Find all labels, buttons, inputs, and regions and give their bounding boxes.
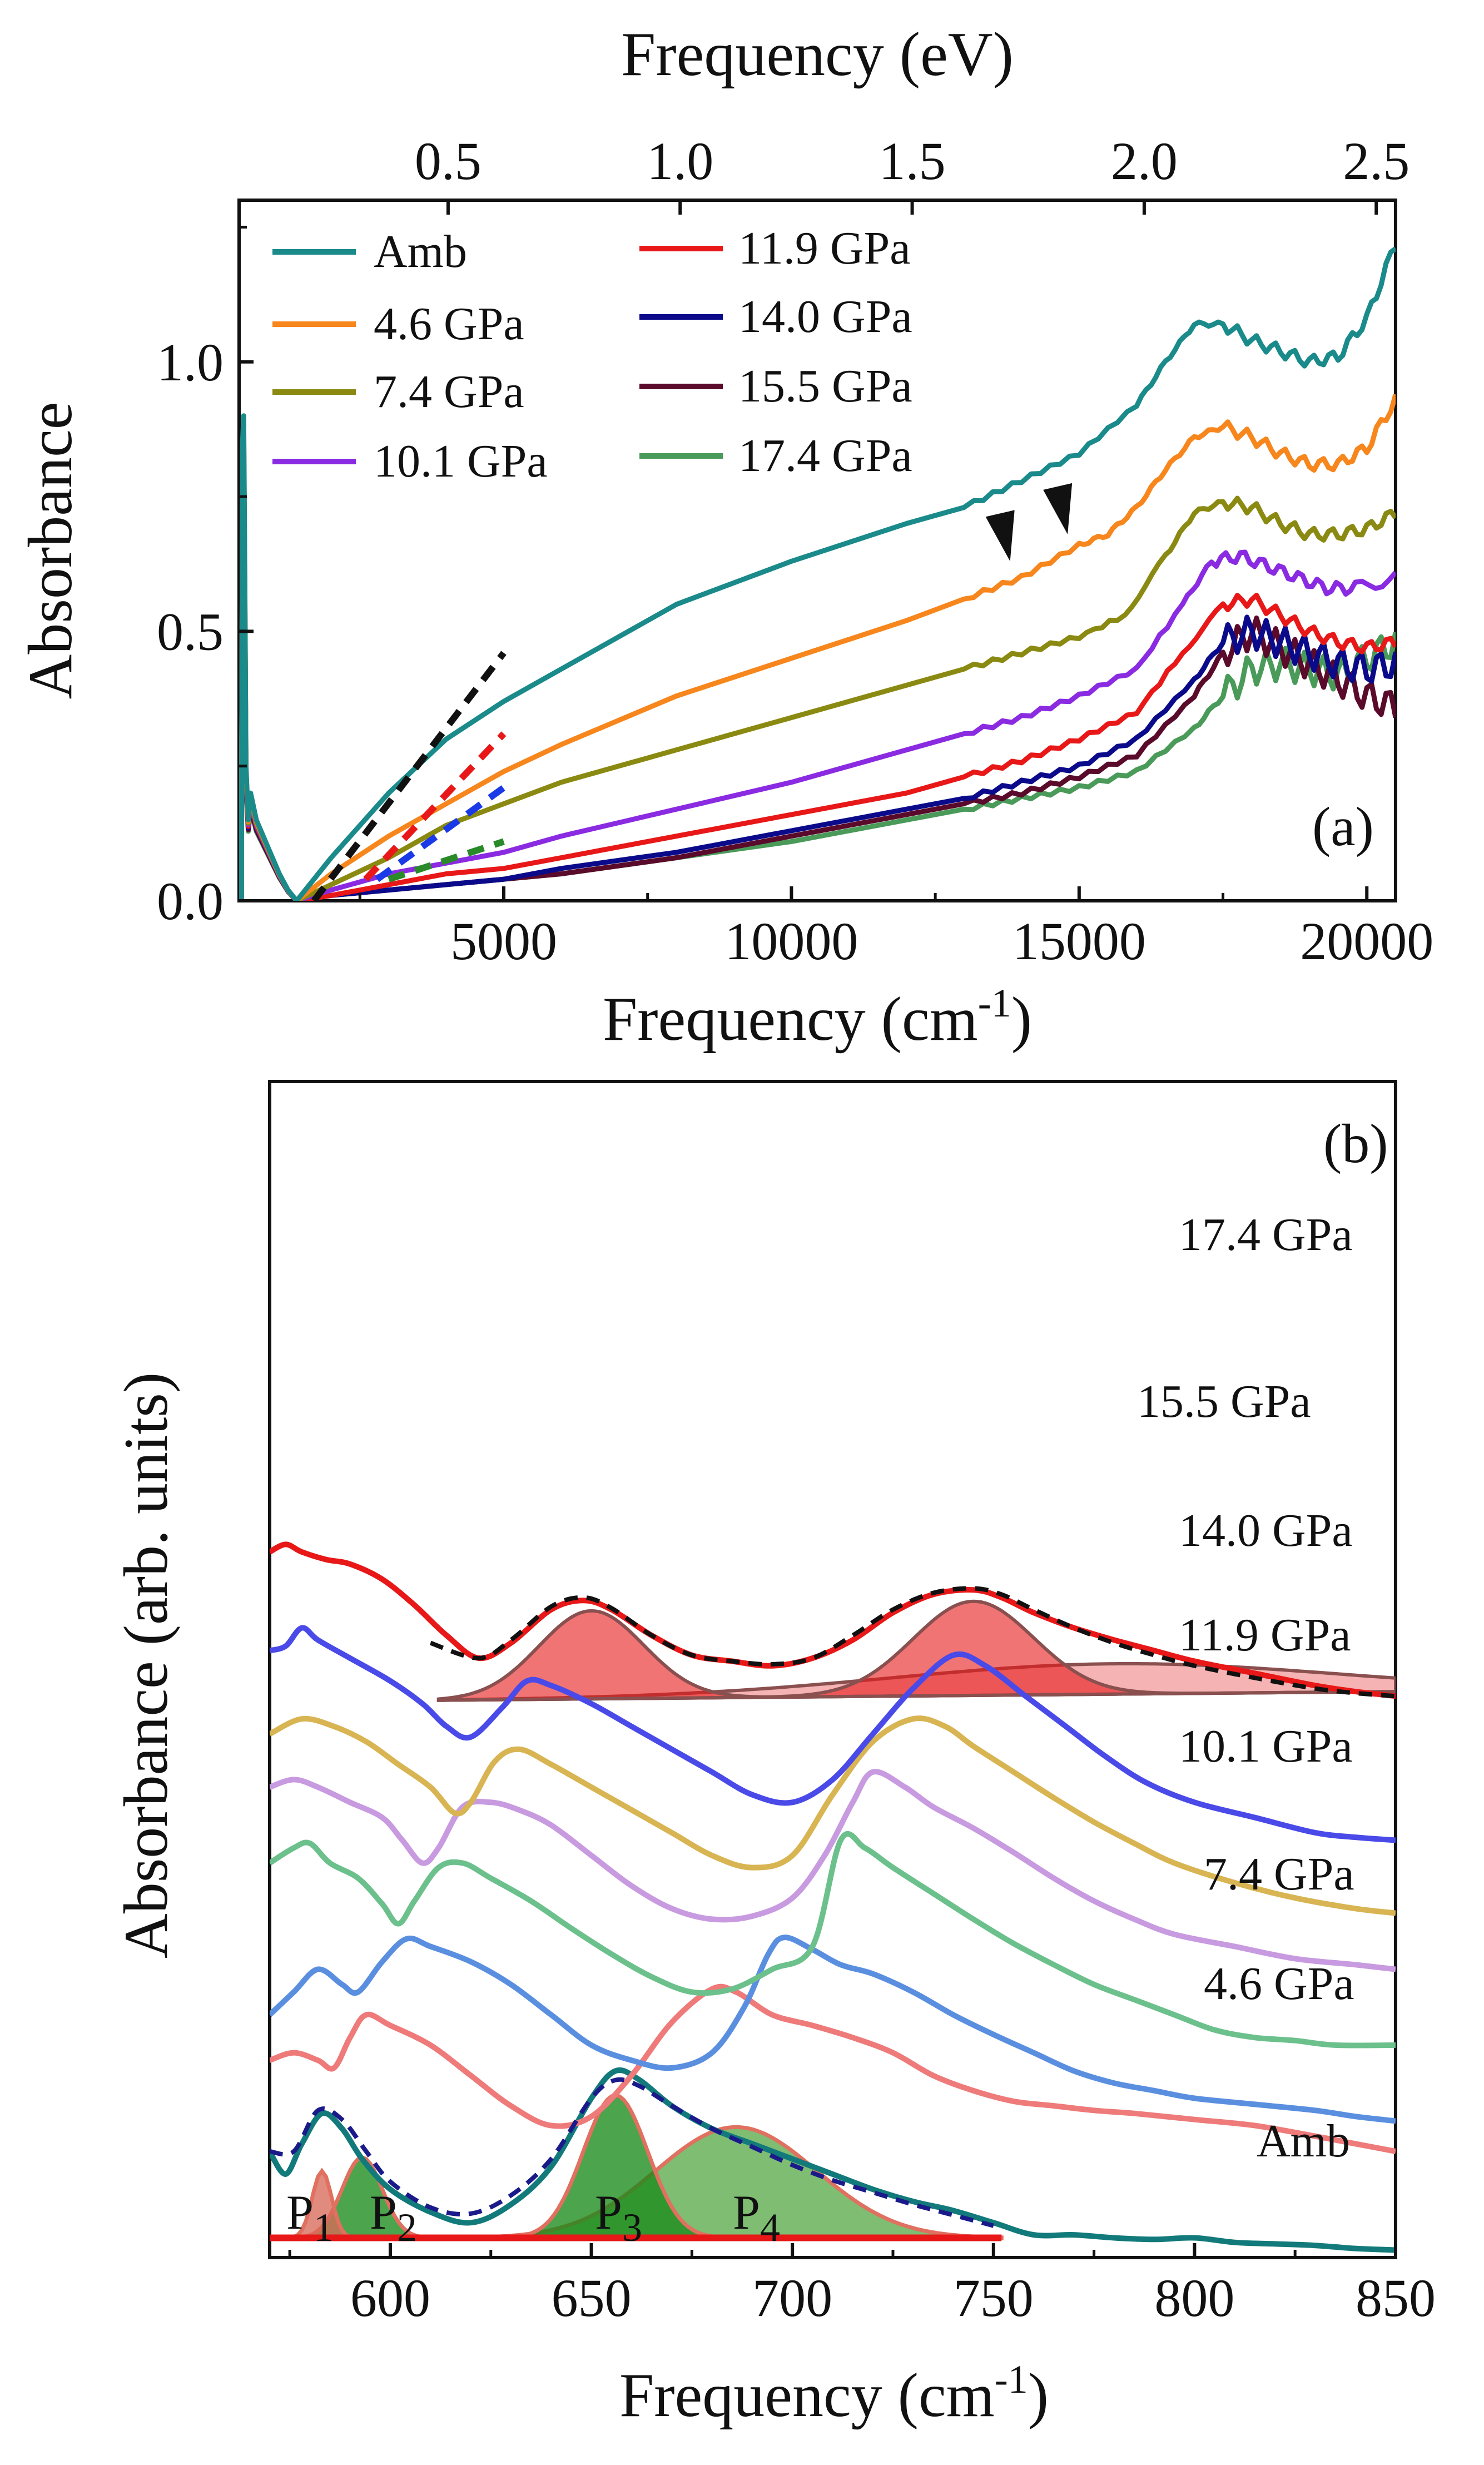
panel-b-fitted-peaks xyxy=(270,1599,1396,2241)
panel-b: 600 650 700 750 800 850 Frequency (cm-1) Abso… xyxy=(112,1080,1436,2430)
y-tick-label-1.0: 1.0 xyxy=(157,333,224,392)
legend: Amb 4.6 GPa 7.4 GPa 10.1 GPa 11.9 GPa 14… xyxy=(272,222,912,487)
peak-labels: P1 P2 P3 P4 xyxy=(286,2186,780,2250)
top-tick-label-0.5: 0.5 xyxy=(415,131,482,191)
series-15-5-gpa xyxy=(270,1625,1396,1843)
series-17-4-gpa xyxy=(239,481,1396,901)
top-tick-label-1.5: 1.5 xyxy=(879,131,946,191)
svg-text:15.5 GPa: 15.5 GPa xyxy=(738,360,912,412)
top-tick-label-2.0: 2.0 xyxy=(1111,131,1178,191)
panel-a-top-xlabel: Frequency (eV) xyxy=(621,20,1014,89)
b-x-tick-label-600: 600 xyxy=(350,2268,430,2328)
svg-text:4.6 GPa: 4.6 GPa xyxy=(374,298,524,350)
panel-a: 5000 10000 15000 20000 0.0 0.5 1.0 0.5 1.0 1.5 2… xyxy=(16,20,1433,1054)
curve-labels: 17.4 GPa 15.5 GPa 14.0 GPa 11.9 GPa 10.1… xyxy=(1137,1209,1354,2167)
panel-b-ylabel: Absorbance (arb. units) xyxy=(112,1372,181,1958)
curve-label-15-5: 15.5 GPa xyxy=(1137,1376,1311,1427)
b-x-tick-label-700: 700 xyxy=(752,2268,832,2328)
series-14-0-gpa xyxy=(239,462,1396,901)
panel-a-y-ticks: 0.0 0.5 1.0 xyxy=(157,225,254,931)
svg-text:7.4 GPa: 7.4 GPa xyxy=(374,366,524,418)
curve-label-10-1: 10.1 GPa xyxy=(1179,1720,1353,1772)
legend-item-4-6: 4.6 GPa xyxy=(272,298,524,350)
legend-item-7-4: 7.4 GPa xyxy=(272,366,524,418)
panel-a-series xyxy=(239,246,1396,901)
peak-label-p3: P3 xyxy=(595,2186,642,2250)
legend-item-15-5: 15.5 GPa xyxy=(639,360,912,412)
legend-item-14-0: 14.0 GPa xyxy=(639,291,912,343)
svg-text:Amb: Amb xyxy=(374,226,467,277)
panel-a-arrows xyxy=(985,483,1073,562)
panel-b-label: (b) xyxy=(1323,1113,1388,1174)
series-4-6-gpa xyxy=(239,394,1396,901)
top-tick-label-2.5: 2.5 xyxy=(1343,131,1409,191)
legend-item-10-1: 10.1 GPa xyxy=(272,435,548,487)
legend-item-11-9: 11.9 GPa xyxy=(639,222,911,274)
legend-item-17-4: 17.4 GPa xyxy=(639,430,912,482)
b-x-tick-label-850: 850 xyxy=(1356,2268,1436,2328)
panel-a-xlabel: Frequency (cm-1) xyxy=(603,981,1032,1054)
peak-label-p1: P1 xyxy=(286,2186,334,2250)
series-14-0-gpa xyxy=(270,1715,1396,1916)
panel-b-series xyxy=(270,1541,1396,2253)
curve-label-17-4: 17.4 GPa xyxy=(1179,1209,1353,1261)
peak-label-p4: P4 xyxy=(733,2186,780,2250)
panel-b-x-ticks: 600 650 700 750 800 850 xyxy=(288,2243,1436,2328)
arrow-marker-1 xyxy=(985,510,1015,562)
series-amb xyxy=(239,246,1396,901)
x-tick-label-15000: 15000 xyxy=(1013,911,1146,971)
legend-item-amb: Amb xyxy=(272,226,467,277)
series-amb xyxy=(270,2067,1396,2253)
panel-a-label: (a) xyxy=(1312,796,1374,857)
panel-a-dashed-fits xyxy=(311,651,507,901)
svg-text:10.1 GPa: 10.1 GPa xyxy=(374,435,548,487)
b-x-tick-label-750: 750 xyxy=(954,2268,1034,2328)
curve-label-4-6: 4.6 GPa xyxy=(1204,1958,1354,2010)
series-7-4-gpa xyxy=(239,433,1396,901)
series-7-4-gpa xyxy=(270,1935,1396,2124)
panel-b-xlabel: Frequency (cm-1) xyxy=(619,2357,1049,2430)
y-tick-label-0.5: 0.5 xyxy=(157,602,224,661)
y-tick-label-0.0: 0.0 xyxy=(157,871,224,931)
svg-text:14.0 GPa: 14.0 GPa xyxy=(738,291,912,343)
dashed-fit-4 xyxy=(388,838,505,882)
panel-a-x-ticks: 5000 10000 15000 20000 xyxy=(358,886,1433,971)
b-x-tick-label-650: 650 xyxy=(552,2268,632,2328)
series-4-6-gpa xyxy=(270,1983,1396,2154)
series-11-9-gpa xyxy=(239,452,1396,901)
x-tick-label-5000: 5000 xyxy=(450,911,557,971)
series-11-9-gpa xyxy=(270,1769,1396,1972)
panel-a-top-ticks: 0.5 1.0 1.5 2.0 2.5 xyxy=(415,131,1409,215)
fit-curve-2 xyxy=(429,1586,1396,1699)
panel-a-ylabel: Absorbance xyxy=(16,402,85,700)
curve-label-14-0: 14.0 GPa xyxy=(1179,1505,1353,1556)
dashed-fit-1 xyxy=(311,651,507,901)
curve-label-7-4: 7.4 GPa xyxy=(1204,1848,1354,1900)
x-tick-label-20000: 20000 xyxy=(1300,911,1433,971)
panel-b-frame xyxy=(268,1080,1397,2259)
curve-label-amb: Amb xyxy=(1257,2115,1350,2167)
b-x-tick-label-800: 800 xyxy=(1154,2268,1234,2328)
series-17-4-gpa xyxy=(270,1541,1396,1699)
peak-17-4-gpa-2 xyxy=(438,1599,1396,1702)
top-tick-label-1.0: 1.0 xyxy=(647,131,713,191)
arrow-marker-2 xyxy=(1043,483,1073,534)
peak-label-p2: P2 xyxy=(370,2186,417,2250)
svg-text:17.4 GPa: 17.4 GPa xyxy=(738,430,912,482)
dashed-fit-2 xyxy=(363,731,507,882)
panel-a-frame xyxy=(237,199,1397,902)
fit-curve-1 xyxy=(270,2077,994,2228)
series-10-1-gpa xyxy=(270,1831,1396,2049)
curve-label-11-9: 11.9 GPa xyxy=(1179,1609,1351,1661)
svg-text:11.9 GPa: 11.9 GPa xyxy=(738,222,911,274)
x-tick-label-10000: 10000 xyxy=(724,911,858,971)
panel-b-fit-curves xyxy=(270,1586,1396,2228)
series-10-1-gpa xyxy=(239,442,1396,901)
